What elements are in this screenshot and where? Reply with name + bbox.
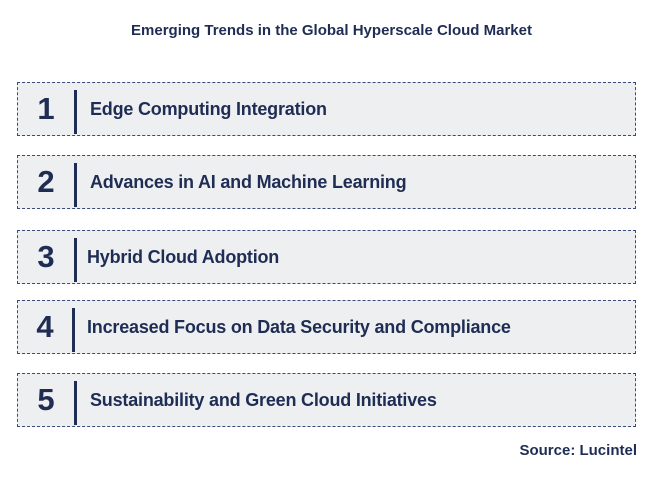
trend-label: Edge Computing Integration	[90, 99, 327, 119]
trend-divider	[72, 308, 75, 352]
trend-number: 1	[37, 91, 55, 126]
trend-item-2: 2 Advances in AI and Machine Learning	[17, 155, 636, 209]
trend-item-5: 5 Sustainability and Green Cloud Initiat…	[17, 373, 636, 427]
trend-divider	[74, 90, 77, 134]
trend-label: Increased Focus on Data Security and Com…	[87, 317, 511, 337]
diagram-title: Emerging Trends in the Global Hyperscale…	[131, 22, 532, 39]
trend-label: Hybrid Cloud Adoption	[87, 247, 280, 267]
source-note: Source: Lucintel	[519, 442, 637, 459]
trend-label: Sustainability and Green Cloud Initiativ…	[90, 390, 437, 410]
trend-item-3: 3 Hybrid Cloud Adoption	[17, 230, 636, 284]
trend-number: 3	[37, 239, 55, 274]
trend-item-1: 1 Edge Computing Integration	[17, 82, 636, 136]
trend-label: Advances in AI and Machine Learning	[90, 172, 407, 192]
trend-divider	[74, 381, 77, 425]
trend-item-4: 4 Increased Focus on Data Security and C…	[17, 300, 636, 354]
trend-number: 4	[36, 309, 54, 344]
trend-divider	[74, 238, 77, 282]
trend-divider	[74, 163, 77, 207]
trend-number: 5	[37, 382, 55, 417]
trend-number: 2	[37, 164, 55, 199]
